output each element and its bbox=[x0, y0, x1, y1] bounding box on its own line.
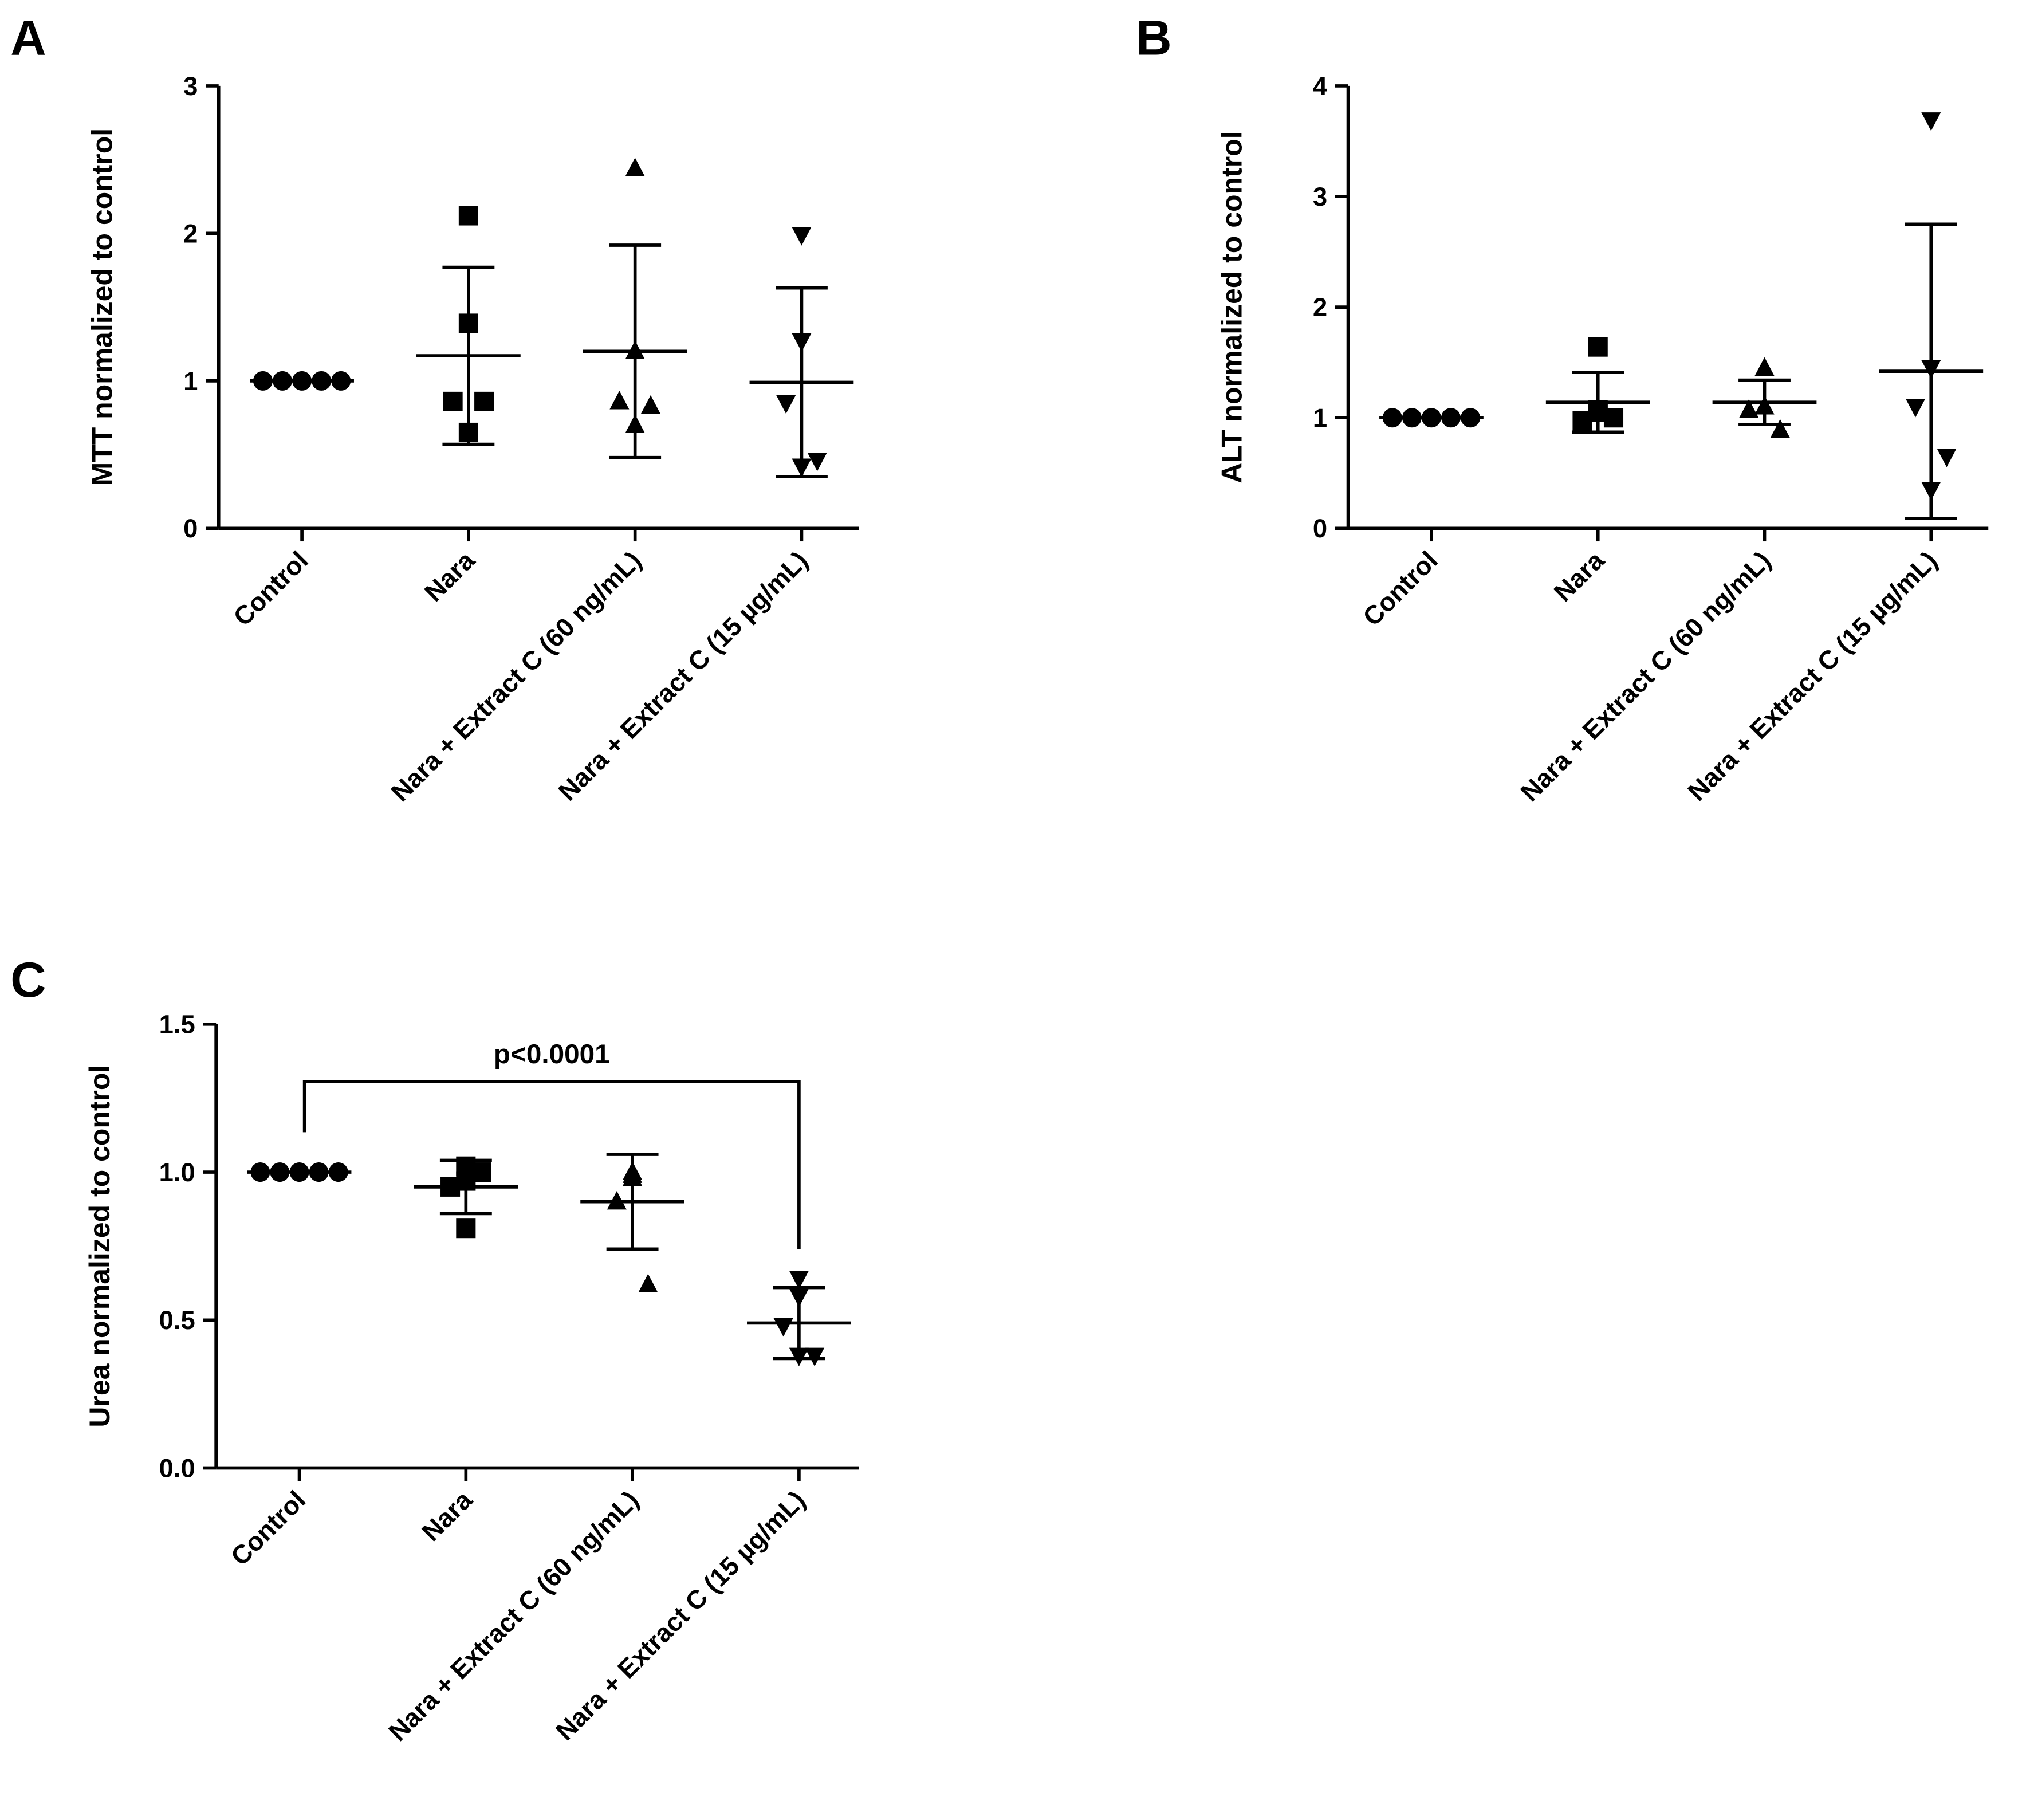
point bbox=[471, 1162, 491, 1182]
point bbox=[1754, 357, 1775, 376]
point bbox=[773, 1318, 793, 1337]
x-tick-label: Control bbox=[228, 545, 314, 631]
y-tick-label: 0.0 bbox=[159, 1453, 195, 1483]
point bbox=[1921, 112, 1941, 131]
y-axis-label: Urea normalized to control bbox=[84, 1065, 116, 1428]
error-bar bbox=[776, 286, 828, 479]
panel-label: A bbox=[10, 10, 46, 65]
point bbox=[609, 391, 630, 410]
error-bar bbox=[439, 1158, 492, 1216]
y-tick-label: 2 bbox=[1313, 293, 1327, 322]
x-tick-label: Nara bbox=[419, 545, 481, 607]
point bbox=[789, 1271, 809, 1290]
point bbox=[776, 395, 796, 414]
error-bar bbox=[773, 1286, 825, 1361]
error-bar bbox=[1738, 378, 1791, 426]
x-tick-label: Nara bbox=[1548, 545, 1610, 607]
panel-label: C bbox=[10, 953, 46, 1008]
point bbox=[807, 453, 827, 471]
point bbox=[1588, 337, 1608, 357]
annotation: p<0.0001 bbox=[494, 1039, 610, 1070]
point bbox=[456, 1218, 476, 1239]
point bbox=[1739, 399, 1759, 418]
point bbox=[792, 227, 812, 246]
point bbox=[443, 391, 463, 411]
significance-bracket bbox=[302, 1079, 801, 1249]
y-tick-label: 0 bbox=[183, 514, 198, 543]
y-tick-label: 3 bbox=[183, 72, 198, 101]
point bbox=[625, 158, 645, 176]
x-tick-label: Control bbox=[1357, 545, 1443, 631]
y-tick-label: 1.0 bbox=[159, 1158, 195, 1187]
error-bar bbox=[442, 265, 495, 446]
y-tick-label: 0.5 bbox=[159, 1306, 195, 1335]
error-bar bbox=[1572, 371, 1624, 434]
point bbox=[1937, 449, 1957, 467]
error-bar bbox=[1905, 222, 1957, 520]
point bbox=[1770, 419, 1790, 438]
point bbox=[638, 1273, 658, 1292]
y-axis-label: ALT normalized to control bbox=[1215, 131, 1248, 483]
y-tick-label: 1.5 bbox=[159, 1010, 195, 1039]
y-tick-label: 1 bbox=[1313, 403, 1327, 433]
y-tick-label: 3 bbox=[1313, 182, 1327, 211]
panel-label: B bbox=[1136, 10, 1171, 65]
x-tick-label: Nara bbox=[416, 1485, 478, 1547]
point bbox=[474, 391, 494, 411]
y-axis-label: MTT normalized to control bbox=[86, 128, 118, 486]
point bbox=[458, 206, 478, 226]
error-bar bbox=[609, 243, 662, 459]
point bbox=[640, 395, 660, 414]
x-tick-label: Control bbox=[225, 1485, 311, 1571]
y-tick-label: 0 bbox=[1313, 514, 1327, 543]
error-bar bbox=[606, 1153, 659, 1251]
y-tick-label: 1 bbox=[183, 367, 198, 396]
y-tick-label: 2 bbox=[183, 219, 198, 248]
point bbox=[1905, 399, 1926, 418]
y-tick-label: 4 bbox=[1313, 72, 1328, 101]
